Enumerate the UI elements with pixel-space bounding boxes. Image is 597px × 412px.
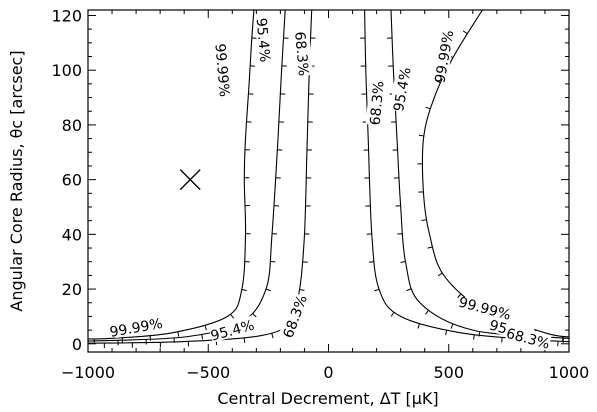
contour-line-4	[390, 10, 569, 339]
contour-label-0: 99.99%	[211, 43, 232, 98]
contour-label-bg	[389, 66, 413, 113]
contour-tick	[230, 313, 234, 319]
contour-label-bg	[208, 315, 256, 343]
contour-label-bg	[254, 17, 275, 63]
contour-tick	[425, 106, 431, 110]
best-fit-marker	[179, 169, 201, 191]
contour-label-bg	[365, 80, 386, 126]
contour-tick	[201, 334, 204, 340]
contour-label-bg	[293, 31, 313, 77]
contour-tick	[435, 80, 441, 84]
contour-line-1	[88, 10, 286, 342]
contour-lines	[88, 10, 569, 349]
contour-labels: 99.99%95.4% 68.3%99.99% 95.4% 68.3%68.3% 95.…	[109, 17, 552, 353]
y-tick-label: 40	[62, 225, 82, 244]
axis-ticks: −1000 −500 0 500 1000 0 20 40 60 80 100 120	[51, 6, 589, 382]
contour-tick	[421, 219, 427, 222]
x-tick-label: 1000	[549, 363, 590, 382]
y-tick-label: 0	[72, 335, 82, 354]
contour-tick	[406, 288, 412, 292]
contour-tick	[457, 293, 462, 298]
contour-label-bg	[505, 323, 552, 351]
contour-line-2	[88, 10, 255, 340]
contour-tick	[374, 288, 380, 292]
contour-tick	[462, 30, 468, 35]
y-tick-label: 120	[51, 6, 82, 25]
x-axis-label: Central Decrement, ΔT [μK]	[217, 389, 438, 408]
contour-tick	[418, 134, 424, 137]
contour-tick	[473, 334, 475, 340]
contour-tick	[417, 323, 420, 329]
contour-tick	[478, 331, 481, 337]
contour-label-1: 95.4%	[253, 17, 273, 63]
marker-stroke-2	[179, 169, 201, 191]
y-axis-label: Angular Core Radius, θc [arcsec]	[7, 50, 26, 311]
contour-tick	[252, 313, 257, 318]
contour-tick	[271, 333, 274, 339]
y-tick-label: 60	[62, 171, 82, 190]
x-tick-label: 0	[323, 363, 333, 382]
contour-label-bg	[112, 314, 159, 339]
contour-label-bg	[431, 33, 455, 80]
x-tick-label: −500	[186, 363, 230, 382]
contour-tick	[445, 330, 448, 336]
x-tick-label: 500	[433, 363, 464, 382]
contour-tick	[204, 325, 207, 331]
contour-tick	[427, 246, 433, 249]
plot-frame	[87, 9, 570, 353]
contour-label-2: 68.3%	[291, 31, 311, 77]
x-tick-label: −1000	[61, 363, 115, 382]
y-tick-label: 100	[51, 61, 82, 80]
y-tick-label: 80	[62, 116, 82, 135]
contour-tick	[450, 323, 454, 329]
contour-label-bg	[278, 292, 309, 340]
contour-tick	[425, 310, 429, 315]
contour-tick	[299, 289, 305, 291]
y-tick-label: 20	[62, 280, 82, 299]
contour-tick	[400, 261, 406, 263]
contour-line-3	[364, 10, 569, 343]
contour-label-bg	[213, 47, 234, 93]
contour-label-6: 68.3%	[368, 80, 388, 126]
contour-tick	[265, 288, 271, 292]
contour-line-0	[88, 10, 313, 344]
contour-group	[88, 10, 569, 349]
contour-label-bg	[461, 293, 509, 321]
contour-tick	[241, 288, 247, 292]
contour-label-7: 95.4%	[391, 66, 414, 113]
contour-tick	[390, 312, 395, 317]
contour-tick	[177, 331, 180, 337]
contour-tick	[437, 272, 443, 277]
